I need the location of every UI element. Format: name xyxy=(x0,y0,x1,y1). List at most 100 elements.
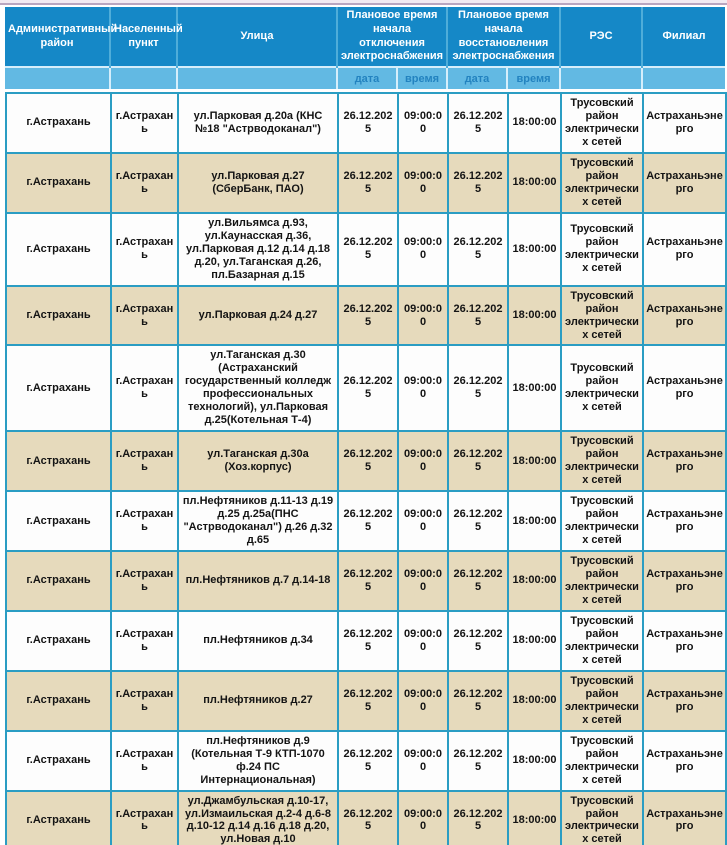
cell-street: ул.Джамбульская д.10-17, ул.Измаильская … xyxy=(177,789,339,845)
cell-restore-date: 26.12.2025 xyxy=(447,550,509,612)
cell-admin-district: г.Астрахань xyxy=(5,609,112,672)
cell-outage-date: 26.12.2025 xyxy=(337,284,399,347)
table-row: г.Астрахань г.Астрахань ул.Джамбульская … xyxy=(5,789,727,845)
cell-branch: Астраханьэнерго xyxy=(642,92,727,154)
cell-settlement: г.Астрахань xyxy=(110,344,179,433)
table-row: г.Астрахань г.Астрахань ул.Парковая д.20… xyxy=(5,92,727,154)
cell-admin-district: г.Астрахань xyxy=(5,550,112,612)
cell-street: пл.Нефтяников д.11-13 д.19 д.25 д.25а(ПН… xyxy=(177,490,339,553)
table-row: г.Астрахань г.Астрахань ул.Парковая д.24… xyxy=(5,284,727,347)
cell-outage-date: 26.12.2025 xyxy=(337,92,399,154)
table-row: г.Астрахань г.Астрахань пл.Нефтяников д.… xyxy=(5,550,727,612)
cell-res: Трусовский район электрических сетей xyxy=(560,669,644,732)
cell-res: Трусовский район электрических сетей xyxy=(560,430,644,493)
cell-restore-time: 18:00:00 xyxy=(507,729,562,792)
cell-outage-time: 09:00:00 xyxy=(397,430,449,493)
subheader-empty xyxy=(5,66,110,89)
cell-outage-time: 09:00:00 xyxy=(397,609,449,672)
cell-outage-time: 09:00:00 xyxy=(397,550,449,612)
cell-restore-date: 26.12.2025 xyxy=(447,92,509,154)
cell-street: ул.Парковая д.20а (КНС №18 "Астрводокана… xyxy=(177,92,339,154)
cell-street: ул.Таганская д.30 (Астраханский государс… xyxy=(177,344,339,433)
header-branch: Филиал xyxy=(641,7,725,67)
cell-restore-date: 26.12.2025 xyxy=(447,609,509,672)
cell-res: Трусовский район электрических сетей xyxy=(560,490,644,553)
cell-settlement: г.Астрахань xyxy=(110,92,179,154)
cell-res: Трусовский район электрических сетей xyxy=(560,550,644,612)
cell-res: Трусовский район электрических сетей xyxy=(560,151,644,214)
cell-restore-date: 26.12.2025 xyxy=(447,669,509,732)
cell-outage-time: 09:00:00 xyxy=(397,284,449,347)
cell-settlement: г.Астрахань xyxy=(110,789,179,845)
header-street: Улица xyxy=(176,7,337,67)
cell-restore-time: 18:00:00 xyxy=(507,284,562,347)
cell-settlement: г.Астрахань xyxy=(110,284,179,347)
cell-admin-district: г.Астрахань xyxy=(5,211,112,287)
cell-street: ул.Парковая д.24 д.27 xyxy=(177,284,339,347)
cell-outage-time: 09:00:00 xyxy=(397,344,449,433)
cell-settlement: г.Астрахань xyxy=(110,609,179,672)
cell-admin-district: г.Астрахань xyxy=(5,669,112,732)
cell-admin-district: г.Астрахань xyxy=(5,490,112,553)
cell-street: пл.Нефтяников д.27 xyxy=(177,669,339,732)
cell-restore-time: 18:00:00 xyxy=(507,151,562,214)
cell-branch: Астраханьэнерго xyxy=(642,151,727,214)
cell-settlement: г.Астрахань xyxy=(110,151,179,214)
cell-outage-date: 26.12.2025 xyxy=(337,550,399,612)
subheader-restore-time: время xyxy=(506,66,560,89)
cell-branch: Астраханьэнерго xyxy=(642,211,727,287)
cell-outage-date: 26.12.2025 xyxy=(337,344,399,433)
cell-admin-district: г.Астрахань xyxy=(5,430,112,493)
cell-street: ул.Таганская д.30а (Хоз.корпус) xyxy=(177,430,339,493)
cell-branch: Астраханьэнерго xyxy=(642,490,727,553)
cell-settlement: г.Астрахань xyxy=(110,550,179,612)
cell-branch: Астраханьэнерго xyxy=(642,669,727,732)
cell-res: Трусовский район электрических сетей xyxy=(560,344,644,433)
cell-res: Трусовский район электрических сетей xyxy=(560,92,644,154)
cell-street: ул.Парковая д.27 (СберБанк, ПАО) xyxy=(177,151,339,214)
cell-branch: Астраханьэнерго xyxy=(642,430,727,493)
cell-outage-time: 09:00:00 xyxy=(397,789,449,845)
cell-settlement: г.Астрахань xyxy=(110,490,179,553)
cell-outage-time: 09:00:00 xyxy=(397,669,449,732)
cell-res: Трусовский район электрических сетей xyxy=(560,609,644,672)
header-outage-start: Плановое время начала отключения электро… xyxy=(336,7,447,67)
header-restore-start: Плановое время начала восстановления эле… xyxy=(446,7,560,67)
cell-outage-date: 26.12.2025 xyxy=(337,729,399,792)
cell-outage-time: 09:00:00 xyxy=(397,92,449,154)
cell-admin-district: г.Астрахань xyxy=(5,344,112,433)
cell-outage-date: 26.12.2025 xyxy=(337,789,399,845)
cell-res: Трусовский район электрических сетей xyxy=(560,211,644,287)
cell-outage-date: 26.12.2025 xyxy=(337,151,399,214)
cell-restore-date: 26.12.2025 xyxy=(447,729,509,792)
cell-restore-date: 26.12.2025 xyxy=(447,211,509,287)
cell-branch: Астраханьэнерго xyxy=(642,609,727,672)
cell-restore-time: 18:00:00 xyxy=(507,550,562,612)
cell-outage-time: 09:00:00 xyxy=(397,490,449,553)
cell-outage-time: 09:00:00 xyxy=(397,729,449,792)
table-row: г.Астрахань г.Астрахань пл.Нефтяников д.… xyxy=(5,490,727,553)
outage-table-header: Административный район Населенный пункт … xyxy=(5,7,725,89)
cell-admin-district: г.Астрахань xyxy=(5,151,112,214)
cell-street: ул.Вильямса д.93, ул.Каунасская д.36, ул… xyxy=(177,211,339,287)
table-row: г.Астрахань г.Астрахань ул.Парковая д.27… xyxy=(5,151,727,214)
cell-outage-time: 09:00:00 xyxy=(397,211,449,287)
table-row: г.Астрахань г.Астрахань пл.Нефтяников д.… xyxy=(5,609,727,672)
cell-restore-date: 26.12.2025 xyxy=(447,490,509,553)
outage-table-wrapper: Административный район Населенный пункт … xyxy=(5,7,727,845)
subheader-row: дата время дата время xyxy=(5,66,725,89)
table-row: г.Астрахань г.Астрахань пл.Нефтяников д.… xyxy=(5,669,727,732)
cell-outage-date: 26.12.2025 xyxy=(337,490,399,553)
cell-street: пл.Нефтяников д.34 xyxy=(177,609,339,672)
cell-admin-district: г.Астрахань xyxy=(5,729,112,792)
cell-restore-date: 26.12.2025 xyxy=(447,430,509,493)
table-row: г.Астрахань г.Астрахань пл.Нефтяников д.… xyxy=(5,729,727,792)
cell-branch: Астраханьэнерго xyxy=(642,344,727,433)
table-row: г.Астрахань г.Астрахань ул.Таганская д.3… xyxy=(5,430,727,493)
subheader-outage-date: дата xyxy=(336,66,397,89)
cell-res: Трусовский район электрических сетей xyxy=(560,789,644,845)
cell-outage-date: 26.12.2025 xyxy=(337,211,399,287)
header-res: РЭС xyxy=(559,7,642,67)
cell-restore-date: 26.12.2025 xyxy=(447,789,509,845)
subheader-empty xyxy=(109,66,177,89)
